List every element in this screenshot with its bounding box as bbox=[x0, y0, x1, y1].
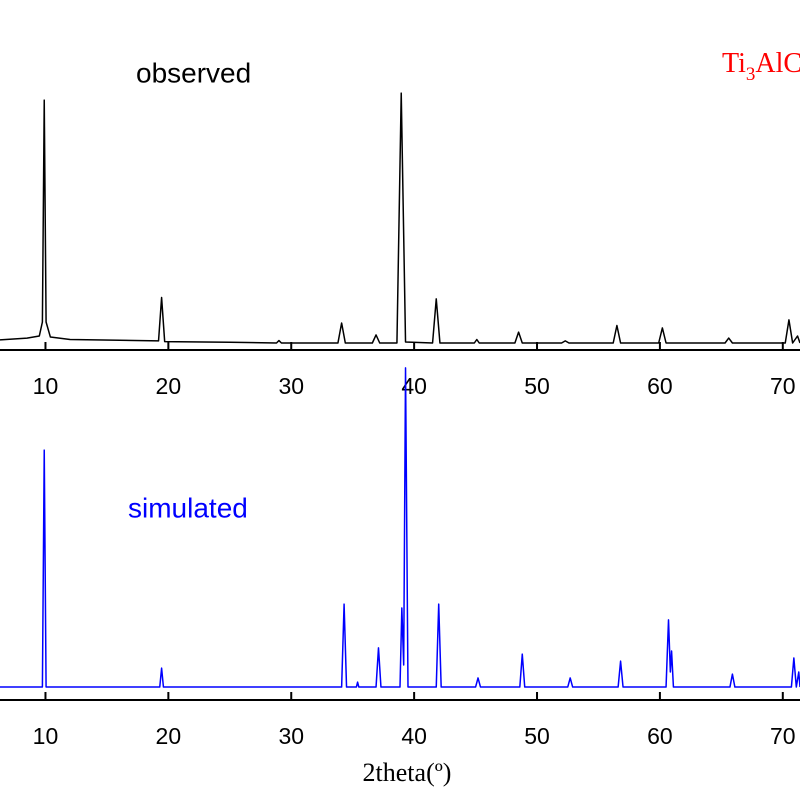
formula-sub: 3 bbox=[746, 64, 756, 85]
formula-part: AlC bbox=[755, 48, 800, 79]
x-tick-label: 10 bbox=[33, 373, 59, 399]
x-tick-label: 40 bbox=[401, 723, 427, 749]
data-line bbox=[0, 92, 800, 344]
x-tick-label: 30 bbox=[278, 373, 304, 399]
formula-part: Ti bbox=[722, 48, 746, 79]
x-tick-label: 10 bbox=[33, 723, 59, 749]
x-tick-label: 60 bbox=[647, 723, 673, 749]
annotation: simulated bbox=[128, 492, 248, 523]
formula-label: Ti3AlC bbox=[722, 48, 800, 85]
x-tick-label: 20 bbox=[156, 723, 182, 749]
x-tick-label: 70 bbox=[770, 373, 796, 399]
annotation: observed bbox=[136, 57, 251, 88]
x-tick-label: 30 bbox=[278, 723, 304, 749]
x-tick-label: 50 bbox=[524, 373, 550, 399]
x-axis-label: 2theta(º) bbox=[363, 758, 452, 787]
data-line bbox=[0, 367, 800, 688]
x-tick-label: 20 bbox=[156, 373, 182, 399]
x-tick-label: 70 bbox=[770, 723, 796, 749]
x-tick-label: 50 bbox=[524, 723, 550, 749]
x-tick-label: 60 bbox=[647, 373, 673, 399]
